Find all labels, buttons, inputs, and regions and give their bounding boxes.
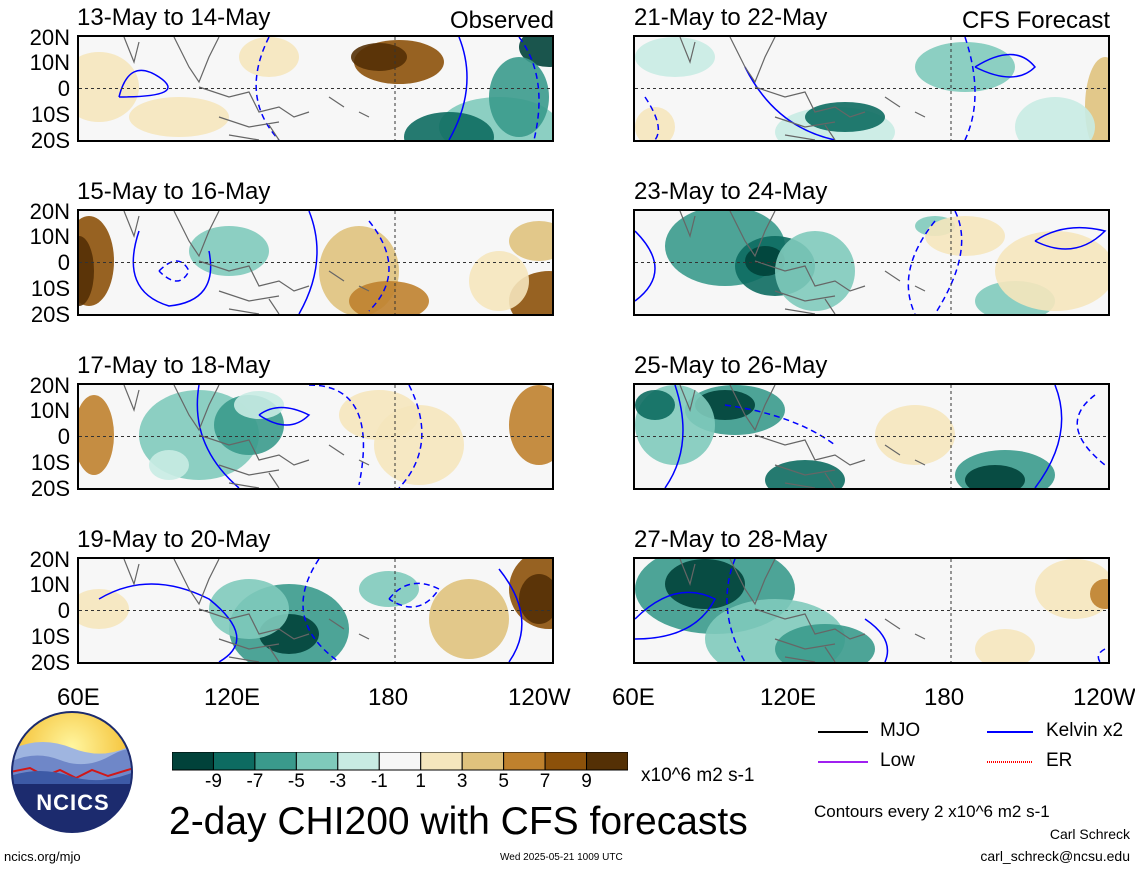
contour-note: Contours every 2 x10^6 m2 s-1 xyxy=(814,802,1050,821)
lat-tick-row2-1: 10N xyxy=(29,224,70,249)
colorbar-swatch-0 xyxy=(172,752,214,771)
map-canvas-1 xyxy=(79,37,552,140)
colorbar-tick-6: 3 xyxy=(456,771,468,792)
panel-title-1: 13-May to 14-May xyxy=(77,4,271,31)
lat-tick-row2-0: 20N xyxy=(29,199,70,224)
colorbar-swatch-10 xyxy=(586,752,628,771)
colorbar-tick-5: 1 xyxy=(415,771,426,792)
colorbar-swatch-7 xyxy=(461,752,505,771)
map-canvas-6 xyxy=(635,385,1108,488)
colorbar-tick-8: 7 xyxy=(539,771,551,792)
colorbar-swatch-1 xyxy=(212,752,256,771)
colorbar-tick-0: -9 xyxy=(205,771,222,792)
map-canvas-5 xyxy=(79,385,552,488)
lat-tick-row4-1: 10N xyxy=(29,572,70,597)
map-panel-6 xyxy=(633,383,1110,490)
author-email: carl_schreck@ncsu.edu xyxy=(980,848,1130,864)
colorbar-tick-4: -1 xyxy=(370,771,388,792)
legend-kelvin: Kelvin x2 xyxy=(1046,720,1124,741)
observed-label: Observed xyxy=(449,7,554,34)
legend-er-line xyxy=(987,761,1033,763)
lat-tick-row2-2: 0 xyxy=(57,250,70,275)
lon-tick-120e-left: 120E xyxy=(204,684,261,711)
map-canvas-3 xyxy=(79,211,552,314)
author-name: Carl Schreck xyxy=(1049,826,1130,842)
map-panel-1 xyxy=(77,35,554,142)
lat-tick-row4-0: 20N xyxy=(29,547,70,572)
lat-tick-row3-0: 20N xyxy=(29,373,70,398)
panel-title-5: 17-May to 18-May xyxy=(77,352,271,379)
colorbar-swatch-4 xyxy=(337,752,380,771)
lat-tick-row1-2: 0 xyxy=(57,76,70,101)
timestamp: Wed 2025-05-21 1009 UTC xyxy=(500,852,623,863)
map-canvas-4 xyxy=(635,211,1108,314)
panel-title-4: 23-May to 24-May xyxy=(634,178,828,205)
colorbar-tick-3: -3 xyxy=(329,771,347,792)
legend-mjo: MJO xyxy=(880,720,921,741)
cfs-forecast-label: CFS Forecast xyxy=(961,7,1110,34)
lat-tick-row3-4: 20S xyxy=(30,476,70,501)
lon-tick-60e-right: 60E xyxy=(612,684,655,711)
footer-url[interactable]: ncics.org/mjo xyxy=(4,849,81,864)
colorbar-tick-7: 5 xyxy=(498,771,509,792)
lon-tick-180-left: 180 xyxy=(368,684,409,711)
lat-tick-row4-4: 20S xyxy=(30,650,70,675)
lat-tick-row4-3: 10S xyxy=(30,624,70,649)
panel-title-6: 25-May to 26-May xyxy=(634,352,828,379)
ncics-logo xyxy=(11,711,133,833)
lat-tick-row3-3: 10S xyxy=(30,450,70,475)
colorbar-swatch-9 xyxy=(544,752,588,771)
legend-kelvin-line xyxy=(987,731,1033,733)
colorbar xyxy=(172,752,628,771)
lat-tick-row1-1: 10N xyxy=(29,50,70,75)
lat-tick-row1-4: 20S xyxy=(30,128,70,153)
colorbar-tick-1: -7 xyxy=(246,771,264,792)
lon-tick-120w-left: 120W xyxy=(508,684,571,711)
map-panel-5 xyxy=(77,383,554,490)
main-title: 2-day CHI200 with CFS forecasts xyxy=(169,800,748,843)
colorbar-swatch-5 xyxy=(378,752,422,771)
panel-title-7: 19-May to 20-May xyxy=(77,526,271,553)
lat-tick-row2-3: 10S xyxy=(30,276,70,301)
map-panel-8 xyxy=(633,557,1110,664)
colorbar-tick-9: 9 xyxy=(581,771,592,792)
lat-tick-row1-0: 20N xyxy=(29,25,70,50)
colorbar-units: x10^6 m2 s-1 xyxy=(641,765,755,786)
legend-er: ER xyxy=(1046,750,1073,771)
panel-title-8: 27-May to 28-May xyxy=(634,526,828,553)
map-canvas-2 xyxy=(635,37,1108,140)
map-panel-7 xyxy=(77,557,554,664)
legend-low: Low xyxy=(880,750,915,771)
colorbar-swatch-2 xyxy=(254,752,297,771)
map-canvas-7 xyxy=(79,559,552,662)
map-canvas-8 xyxy=(635,559,1108,662)
lat-tick-row3-1: 10N xyxy=(29,398,70,423)
lon-tick-180-right: 180 xyxy=(924,684,965,711)
lat-tick-row4-2: 0 xyxy=(57,598,70,623)
lat-tick-row3-2: 0 xyxy=(57,424,70,449)
colorbar-swatch-3 xyxy=(295,752,339,771)
lat-tick-row1-3: 10S xyxy=(30,102,70,127)
legend-mjo-line xyxy=(818,731,868,733)
map-panel-4 xyxy=(633,209,1110,316)
colorbar-swatch-8 xyxy=(503,752,546,771)
map-panel-2 xyxy=(633,35,1110,142)
lat-tick-row2-4: 20S xyxy=(30,302,70,327)
lon-tick-60e-left: 60E xyxy=(57,684,100,711)
panel-title-3: 15-May to 16-May xyxy=(77,178,271,205)
colorbar-tick-2: -5 xyxy=(287,771,305,792)
colorbar-swatch-6 xyxy=(420,752,463,771)
panel-title-2: 21-May to 22-May xyxy=(634,4,828,31)
lon-tick-120w-right: 120W xyxy=(1073,684,1135,711)
legend-low-line xyxy=(818,761,868,763)
logo-text: NCICS xyxy=(36,790,110,815)
lon-tick-120e-right: 120E xyxy=(760,684,817,711)
map-panel-3 xyxy=(77,209,554,316)
